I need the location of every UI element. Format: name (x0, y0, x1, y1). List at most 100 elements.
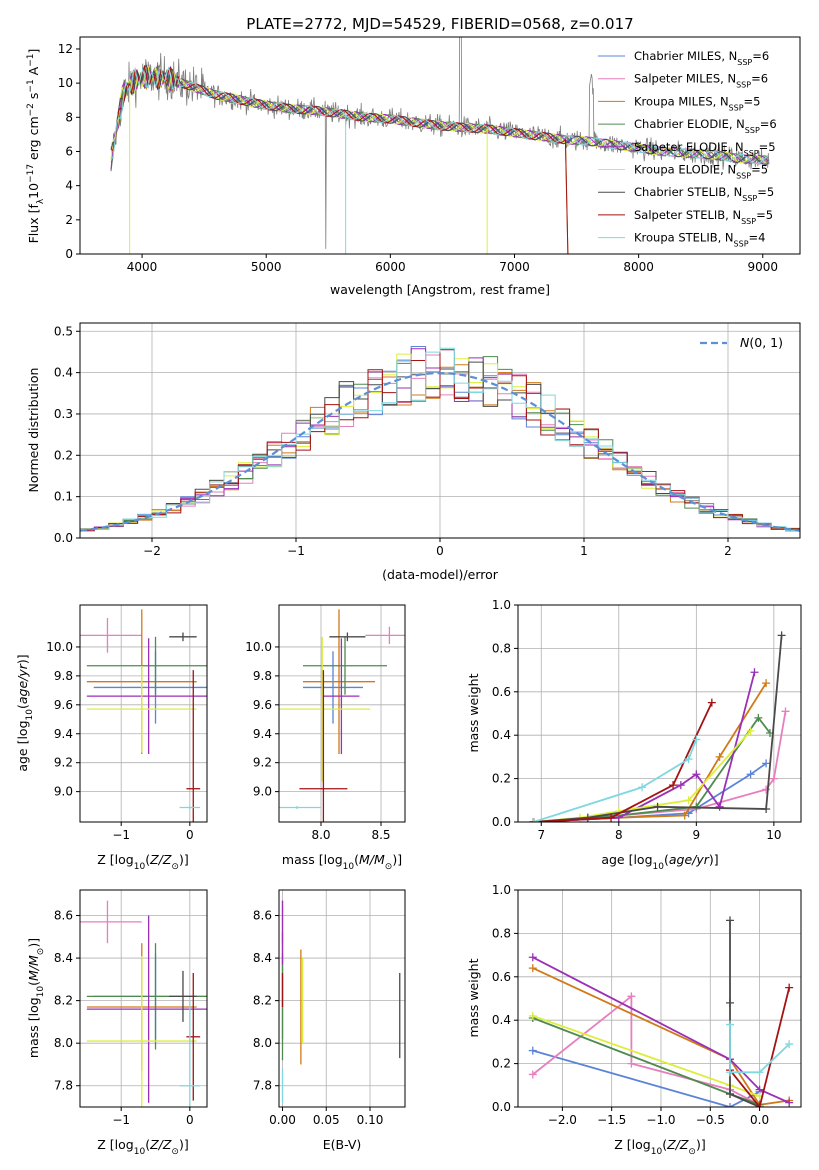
legend-sub: SSP (729, 103, 744, 112)
y-tick-label: 0.6 (492, 970, 511, 984)
weight-marker (726, 1089, 735, 1098)
model-spectrum (110, 64, 769, 165)
y-tick-label: 9.0 (54, 785, 73, 799)
legend-sub: SSP (741, 216, 756, 225)
label-part: 10 (651, 1147, 663, 1157)
error-bar-point (179, 1000, 201, 1107)
legend-label: N(0, 1) (740, 335, 783, 350)
weight-marker (755, 1103, 764, 1107)
x-tick-label: 6000 (375, 260, 406, 274)
error-bar-point (179, 806, 201, 809)
legend-model: Chabrier STELIB, N (634, 185, 742, 199)
y-tick-label: 7.8 (253, 1079, 272, 1093)
weight-line (532, 956, 790, 1104)
residual-histogram (80, 347, 800, 533)
x-axis-label: wavelength [Angstrom, rest frame] (330, 282, 550, 297)
legend-model: Kroupa MILES, N (634, 94, 729, 108)
error-bar-point (169, 970, 197, 1022)
legend-label: Salpeter MILES, NSSP=6 (634, 72, 768, 90)
legend-label: Kroupa ELODIE, NSSP=5 (634, 163, 768, 181)
data-layer (80, 609, 207, 822)
legend-count: =5 (757, 185, 774, 199)
x-tick-label: −2.0 (548, 1113, 577, 1127)
x-tick-label: 0.0 (750, 1113, 769, 1127)
weight-marker (762, 759, 771, 768)
label-part: ( (145, 852, 150, 867)
error-bar-point (279, 636, 371, 782)
x-tick-label: 7000 (499, 260, 530, 274)
y-tick-label: 9.6 (253, 698, 272, 712)
legend-label: Chabrier ELODIE, NSSP=6 (634, 117, 777, 135)
y-tick-label: 1.0 (492, 883, 511, 897)
data-layer (80, 346, 800, 534)
legend-sub: SSP (742, 194, 757, 203)
legend-label: Chabrier MILES, NSSP=6 (634, 49, 769, 67)
y-tick-label: 9.0 (253, 785, 272, 799)
label-part: M/M (359, 852, 385, 867)
y-tick-label: 12 (58, 42, 73, 56)
label-part: Z/Z (666, 1137, 689, 1152)
legend-count: =6 (751, 72, 768, 86)
y-axis-label: Flux [fλ10−17 erg cm−2 s−1 A−1] (26, 49, 46, 244)
label-part: )] (15, 654, 30, 664)
label-part: −2 (26, 103, 36, 116)
axes-frame (278, 889, 406, 1108)
y-tick-label: 0.1 (54, 490, 73, 504)
axes-frame (517, 889, 802, 1108)
label-part: )] (709, 852, 719, 867)
y-tick-label: 0.0 (492, 815, 511, 829)
label-part: )] (392, 852, 402, 867)
legend-label: Chabrier STELIB, NSSP=5 (634, 185, 774, 203)
weight-marker (528, 953, 537, 962)
error-bar-point (329, 632, 366, 642)
weight-marker (707, 698, 716, 707)
grid-lines (80, 605, 207, 822)
gaussian-curve (80, 371, 800, 532)
age-vs-mass-plot: 8.0 8.5 9.0 9.2 9.4 9.6 9.8 10.0 mass [log10(M/M… (245, 604, 406, 872)
label-part: 10 (36, 986, 46, 998)
legend-model: Salpeter STELIB, N (634, 208, 741, 222)
weight-marker (627, 992, 636, 1001)
y-tick-label: 8 (65, 110, 73, 124)
grid-lines (518, 889, 801, 1108)
legend-count: =6 (752, 49, 769, 63)
legend-model: Salpeter MILES, N (634, 72, 736, 86)
error-bar-point (86, 638, 207, 755)
label-part: ⊙ (385, 862, 393, 872)
y-axis-label: mass weight (466, 673, 481, 752)
mass-vs-ebv-plot: 0.00 0.05 0.10 7.8 8.0 8.2 8.4 8.6 E(B-V) (253, 889, 406, 1152)
x-tick-label: 0.10 (357, 1113, 384, 1127)
x-tick-label: −2 (143, 544, 161, 558)
weight-marker (676, 781, 685, 790)
weight-marker (754, 713, 763, 722)
weight-line (729, 987, 791, 1107)
axes-frame (79, 889, 208, 1108)
y-tick-label: 1.0 (492, 598, 511, 612)
weight-line (729, 920, 760, 1107)
error-bar-point (299, 670, 348, 822)
x-axis-label: age [log10(age/yr)] (601, 852, 718, 872)
spectrum-plot: 4000 5000 6000 7000 8000 9000 0 2 4 6 8 10 12 Chabrie… (26, 36, 801, 297)
weight-marker (785, 983, 794, 992)
y-axis-label: mass weight (466, 958, 481, 1037)
label-part: ⊙ (171, 1147, 179, 1157)
y-tick-label: 9.6 (54, 698, 73, 712)
y-tick-label: 0.0 (54, 531, 73, 545)
data-layer (279, 609, 405, 822)
error-bar-point (279, 806, 321, 809)
label-part: ⊙ (171, 862, 179, 872)
label-part: ( (15, 704, 30, 709)
y-tick-label: 9.8 (253, 669, 272, 683)
weight-marker (528, 964, 537, 973)
y-tick-label: 0.4 (492, 728, 511, 742)
x-tick-label: 8000 (623, 260, 654, 274)
label-part: ( (145, 1137, 150, 1152)
x-tick-label: −1 (112, 1113, 130, 1127)
legend-count: =4 (749, 231, 766, 245)
legend-model: Kroupa ELODIE, N (634, 163, 736, 177)
weight-marker (746, 770, 755, 779)
y-tick-label: 0.8 (492, 926, 511, 940)
weight-marker (762, 785, 771, 794)
y-tick-label: 0.2 (492, 772, 511, 786)
x-tick-label: 9 (693, 828, 701, 842)
